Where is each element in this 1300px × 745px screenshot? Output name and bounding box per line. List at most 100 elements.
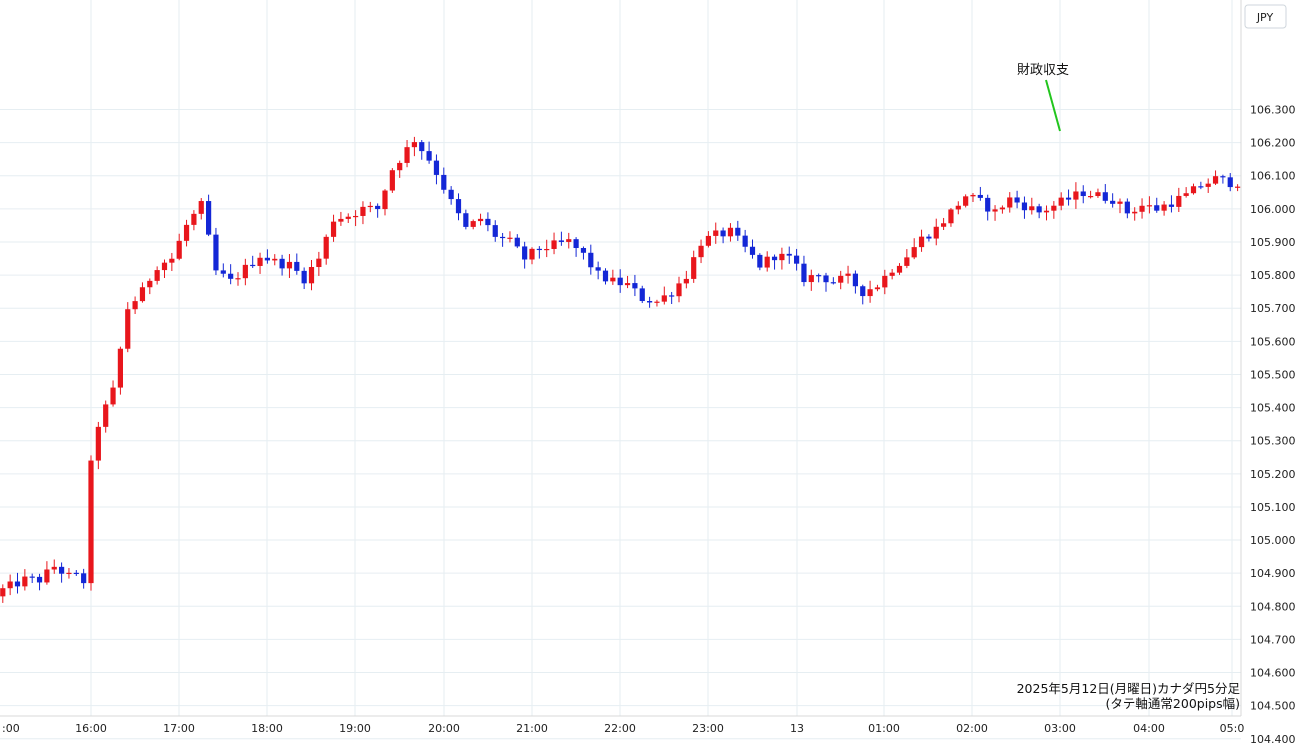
candle-up xyxy=(1235,186,1241,188)
candle-down xyxy=(375,205,381,210)
y-tick-label: 105.500 xyxy=(1250,368,1296,381)
y-tick-label: 105.000 xyxy=(1250,534,1296,547)
candle-down xyxy=(1080,191,1086,197)
candle-up xyxy=(838,275,844,283)
candle-up xyxy=(1088,196,1094,198)
candle-up xyxy=(125,309,131,349)
candle-up xyxy=(970,194,976,197)
candle-up xyxy=(948,209,954,224)
candle-down xyxy=(500,236,506,239)
candle-up xyxy=(316,258,322,268)
candle-down xyxy=(771,256,778,261)
currency-badge xyxy=(1244,4,1287,29)
candle-down xyxy=(595,267,601,271)
candle-up xyxy=(779,253,785,261)
candle-down xyxy=(441,174,447,190)
y-tick-label: 106.300 xyxy=(1250,104,1296,117)
candle-up xyxy=(1146,205,1152,207)
candle-up xyxy=(397,162,403,171)
candle-down xyxy=(794,255,800,264)
candle-down xyxy=(580,248,587,253)
candle-up xyxy=(22,576,28,587)
candle-down xyxy=(639,288,645,302)
candle-down xyxy=(823,275,829,283)
candle-up xyxy=(338,218,344,222)
x-tick-label: :00 xyxy=(2,722,20,735)
candle-down xyxy=(558,240,564,242)
candles xyxy=(0,136,1241,603)
candle-up xyxy=(103,404,109,427)
candle-up xyxy=(7,581,13,589)
candle-up xyxy=(713,230,719,236)
candle-up xyxy=(1183,193,1189,196)
x-tick-label: 23:00 xyxy=(692,722,724,735)
x-tick-label: 02:00 xyxy=(956,722,988,735)
y-tick-label: 105.200 xyxy=(1250,468,1296,481)
candle-down xyxy=(985,197,991,212)
candle-up xyxy=(507,237,513,239)
candle-up xyxy=(191,213,197,225)
y-tick-label: 106.200 xyxy=(1250,137,1296,150)
candle-up xyxy=(941,223,947,227)
candle-up xyxy=(1095,192,1101,197)
candle-up xyxy=(727,227,734,237)
chart-caption-line2: (タテ軸通常200pips幅) xyxy=(1106,696,1240,711)
y-tick-label: 105.600 xyxy=(1250,335,1296,348)
candle-up xyxy=(345,216,351,219)
candle-up xyxy=(169,258,175,263)
candle-up xyxy=(705,235,711,246)
candle-up xyxy=(566,239,572,242)
candle-up xyxy=(764,256,770,268)
candle-up xyxy=(147,280,153,288)
candle-up xyxy=(110,387,116,405)
candle-down xyxy=(419,142,425,152)
price-axis: 106.300 106.200 106.100 106.000 105.900 105.8… xyxy=(1250,104,1296,745)
candle-down xyxy=(250,264,256,267)
candle-down xyxy=(1102,192,1108,201)
candle-down xyxy=(1198,186,1204,188)
x-tick-label: 17:00 xyxy=(163,722,195,735)
candle-up xyxy=(654,301,660,303)
candle-down xyxy=(301,270,307,284)
candle-up xyxy=(0,588,6,597)
y-tick-label: 105.800 xyxy=(1250,269,1296,282)
time-axis: :00 16:00 17:00 18:00 19:00 20:00 21:00 22:00 23… xyxy=(2,722,1244,735)
x-tick-label: 01:00 xyxy=(868,722,900,735)
candle-up xyxy=(389,170,395,191)
candle-up xyxy=(198,201,204,214)
candle-down xyxy=(801,263,807,283)
candle-down xyxy=(228,273,234,279)
y-tick-label: 105.300 xyxy=(1250,435,1296,448)
x-tick-label: 03:00 xyxy=(1044,722,1076,735)
candle-up xyxy=(896,265,903,273)
candle-up xyxy=(845,273,851,276)
candle-up xyxy=(95,426,101,461)
candle-down xyxy=(426,151,432,161)
candle-down xyxy=(29,576,35,578)
candle-up xyxy=(963,196,969,206)
candle-up xyxy=(1212,176,1219,184)
candle-down xyxy=(1220,176,1226,178)
candle-up xyxy=(1073,191,1079,200)
y-tick-label: 104.500 xyxy=(1250,700,1296,713)
candle-down xyxy=(455,199,462,214)
candle-up xyxy=(955,205,961,210)
candle-up xyxy=(308,267,315,284)
candle-down xyxy=(1124,201,1130,214)
candle-up xyxy=(154,270,160,281)
candle-down xyxy=(757,254,763,268)
y-tick-label: 106.000 xyxy=(1250,203,1296,216)
candle-up xyxy=(882,275,888,288)
candle-up xyxy=(1043,210,1050,213)
chart-caption-line1: 2025年5月12日(月曜日)カナダ円5分足 xyxy=(1017,681,1241,696)
candle-down xyxy=(522,246,528,260)
candle-down xyxy=(1168,204,1175,207)
candle-up xyxy=(661,295,667,302)
candle-down xyxy=(617,277,623,286)
candle-down xyxy=(573,239,579,249)
y-tick-label: 105.900 xyxy=(1250,236,1296,249)
candle-down xyxy=(1110,200,1116,204)
candle-up xyxy=(117,348,123,388)
candle-down xyxy=(647,301,653,303)
